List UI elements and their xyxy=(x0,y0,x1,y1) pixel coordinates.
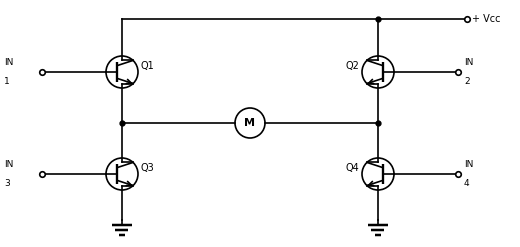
Text: 3: 3 xyxy=(4,179,10,188)
Text: Q4: Q4 xyxy=(345,163,359,173)
Text: Q1: Q1 xyxy=(141,61,155,71)
Text: IN: IN xyxy=(464,160,473,169)
Text: M: M xyxy=(244,118,255,128)
Text: 1: 1 xyxy=(4,77,10,86)
Text: 2: 2 xyxy=(464,77,470,86)
Text: + Vcc: + Vcc xyxy=(472,14,500,24)
Text: Q2: Q2 xyxy=(345,61,359,71)
Text: 4: 4 xyxy=(464,179,470,188)
Text: IN: IN xyxy=(4,58,14,67)
Text: IN: IN xyxy=(464,58,473,67)
Text: Q3: Q3 xyxy=(141,163,155,173)
Text: IN: IN xyxy=(4,160,14,169)
